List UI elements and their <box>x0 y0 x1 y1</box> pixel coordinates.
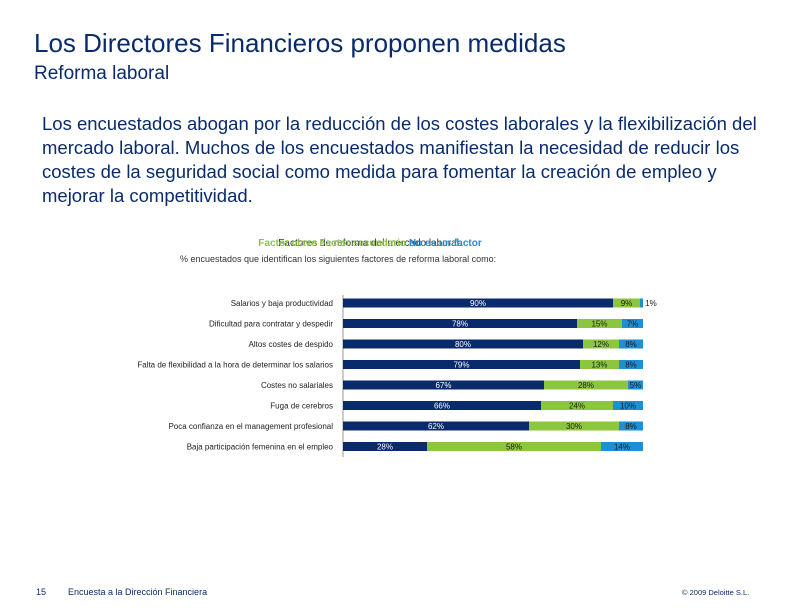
chart-subtitle: % encuestados que identifican los siguie… <box>180 254 497 264</box>
bar-secondary <box>580 360 619 369</box>
footer-source: Encuesta a la Dirección Financiera <box>68 587 208 597</box>
footer-copyright: © 2009 Deloitte S.L. <box>682 588 750 597</box>
category-label: Poca confianza en el management profesio… <box>168 422 333 431</box>
data-label: 12% <box>593 340 609 349</box>
data-label: 80% <box>455 340 471 349</box>
category-label: Falta de flexibilidad a la hora de deter… <box>137 361 333 370</box>
data-label: 1% <box>645 299 657 308</box>
bar-key <box>343 380 544 390</box>
data-label: 14% <box>614 443 630 452</box>
bar-key <box>343 442 427 451</box>
chart-legend: Factor clave Factor secundario No es un … <box>240 238 500 249</box>
data-label: 9% <box>621 299 633 308</box>
data-label: 24% <box>569 402 585 411</box>
data-label: 62% <box>428 422 444 431</box>
bar-none <box>619 360 643 369</box>
bar-key <box>343 319 577 328</box>
data-label: 10% <box>620 402 636 411</box>
legend-secondary-factor: Factor secundario <box>319 238 407 249</box>
chart-title-block: Factores de reforma del mercado laboral:… <box>240 238 500 249</box>
data-label: 28% <box>377 443 393 452</box>
bar-none <box>613 401 643 410</box>
data-label: 30% <box>566 422 582 431</box>
bar-key <box>343 421 529 431</box>
bar-secondary <box>613 298 640 308</box>
bar-none <box>640 298 643 308</box>
intro-paragraph: Los encuestados abogan por la reducción … <box>42 113 757 206</box>
bar-secondary <box>427 442 601 451</box>
category-label: Costes no salariales <box>261 381 333 390</box>
data-label: 8% <box>625 361 637 370</box>
legend-key-factor: Factor clave <box>258 238 317 249</box>
data-label: 13% <box>591 361 607 370</box>
bar-key <box>343 339 583 349</box>
bar-secondary <box>529 421 619 431</box>
data-label: 58% <box>506 443 522 452</box>
data-label: 79% <box>453 361 469 370</box>
data-label: 8% <box>625 340 637 349</box>
page-subtitle: Reforma laboral <box>34 63 170 84</box>
data-label: 8% <box>625 422 637 431</box>
bar-none <box>628 380 643 390</box>
page-number: 15 <box>36 587 47 597</box>
category-label: Baja participación femenina en el empleo <box>187 443 334 452</box>
category-label: Dificultad para contratar y despedir <box>209 320 333 329</box>
bar-none <box>619 421 643 431</box>
bar-secondary <box>541 401 613 410</box>
bar-key <box>343 360 580 369</box>
bar-key <box>343 401 541 410</box>
data-label: 78% <box>452 320 468 329</box>
bar-none <box>619 339 643 349</box>
legend-no-factor: No es un factor <box>408 238 482 249</box>
bar-secondary <box>544 380 628 390</box>
bar-key <box>343 298 613 308</box>
bar-none <box>622 319 643 328</box>
category-label: Salarios y baja productividad <box>231 299 333 308</box>
data-label: 7% <box>627 320 639 329</box>
data-label: 66% <box>434 402 450 411</box>
data-label: 67% <box>435 381 451 390</box>
bar-secondary <box>577 319 622 328</box>
data-label: 15% <box>591 320 607 329</box>
bar-none <box>601 442 643 451</box>
data-label: 5% <box>630 381 642 390</box>
page-title: Los Directores Financieros proponen medi… <box>34 28 566 58</box>
category-label: Fuga de cerebros <box>270 402 333 411</box>
data-label: 90% <box>470 299 486 308</box>
bar-secondary <box>583 339 619 349</box>
category-label: Altos costes de despido <box>249 340 334 349</box>
data-label: 28% <box>578 381 594 390</box>
chart-title: Factores de reforma del mercado laboral: <box>278 238 462 249</box>
